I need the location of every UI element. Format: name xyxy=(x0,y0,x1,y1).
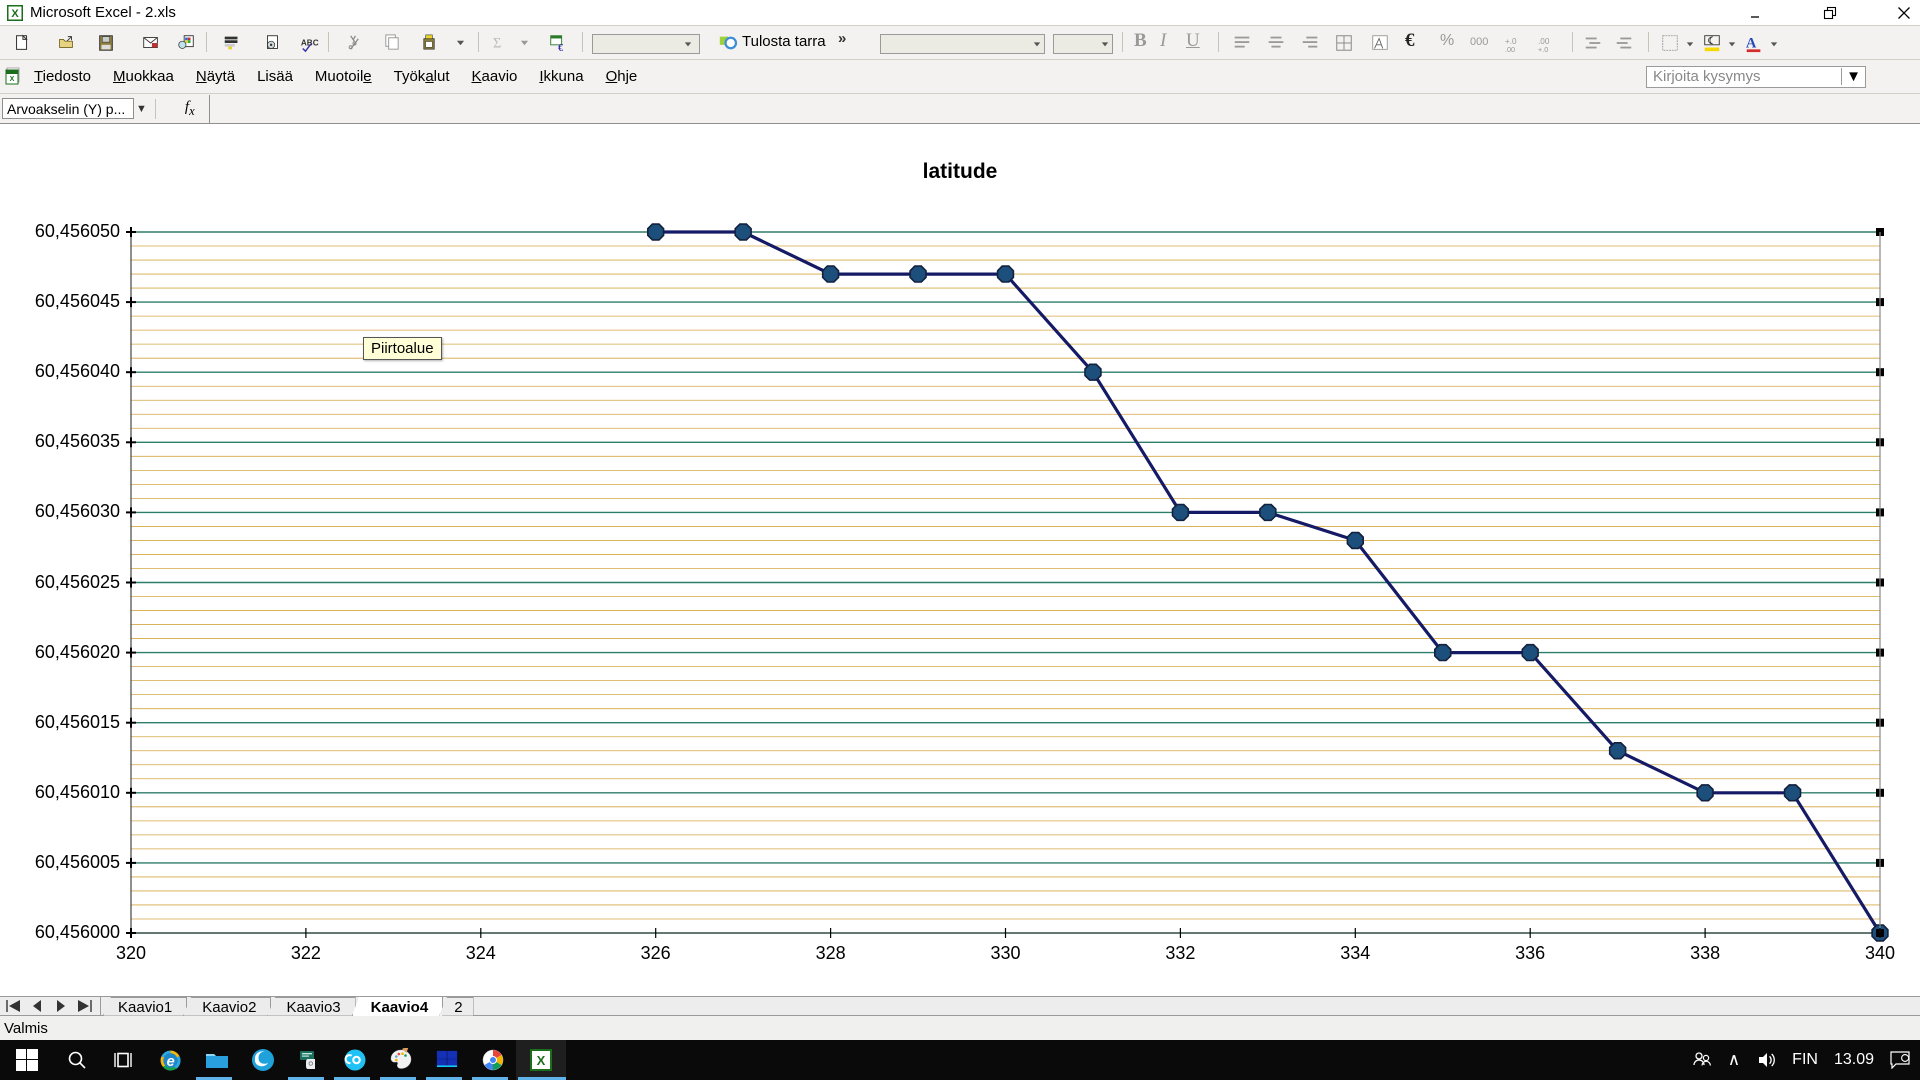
svg-text:X: X xyxy=(10,76,15,83)
svg-text:Σ: Σ xyxy=(493,35,501,51)
svg-text:X: X xyxy=(11,8,19,20)
svg-text:X: X xyxy=(537,1053,546,1068)
svg-text:e: e xyxy=(166,1054,174,1070)
svg-text:A: A xyxy=(1746,36,1757,52)
svg-text:€: € xyxy=(558,43,563,53)
svg-text:.00: .00 xyxy=(1505,45,1515,53)
svg-text:☾: ☾ xyxy=(1707,36,1716,47)
svg-text:+.0: +.0 xyxy=(1538,45,1548,53)
